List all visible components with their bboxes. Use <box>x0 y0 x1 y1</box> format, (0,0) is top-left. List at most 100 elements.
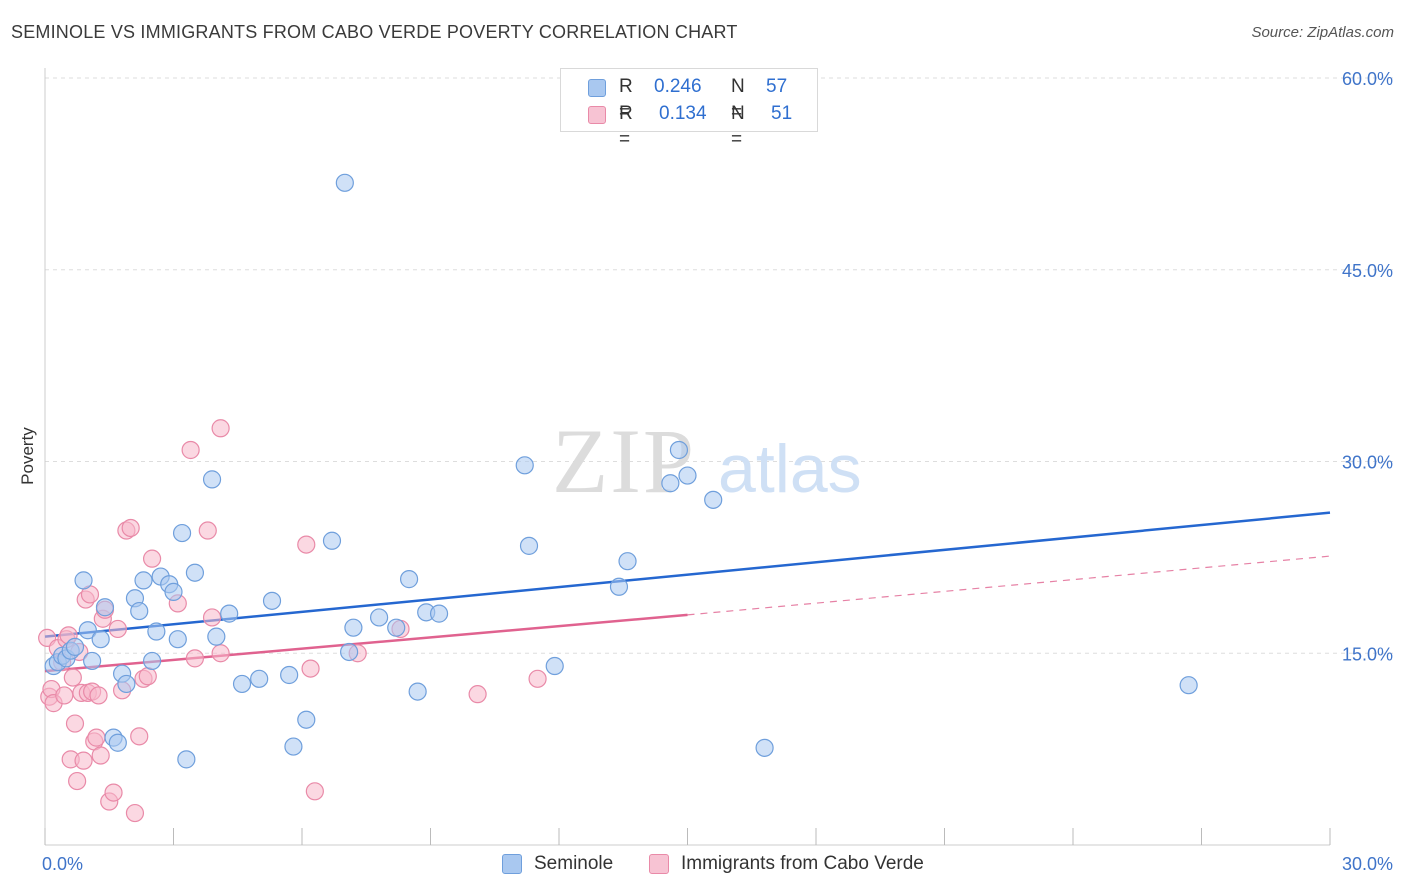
seminole-point <box>322 531 342 550</box>
seminole-point <box>284 737 303 756</box>
watermark-atlas: atlas <box>718 431 862 507</box>
cabo-verde-point <box>74 751 93 770</box>
seminole-point <box>669 440 689 460</box>
n-label: N = <box>731 76 745 123</box>
cabo-verde-point <box>198 521 217 540</box>
r-label: R = <box>619 76 633 123</box>
seminole-point <box>202 470 222 489</box>
data-points <box>38 173 1198 823</box>
cabo-verde-point <box>125 803 145 823</box>
gridlines <box>45 77 1393 654</box>
cabo-verde-point <box>121 518 140 538</box>
seminole-point <box>74 571 93 590</box>
seminole-point <box>545 656 564 676</box>
seminole-point <box>262 591 282 610</box>
seminole-point <box>297 710 316 729</box>
seminole-point <box>519 536 539 555</box>
seminole-point <box>177 750 196 769</box>
seminole-point <box>168 630 187 649</box>
seminole-point <box>172 523 192 543</box>
seminole-point <box>704 490 723 509</box>
seminole-point <box>340 642 359 662</box>
seminole-point <box>609 577 629 596</box>
cabo-verde-point <box>63 668 82 687</box>
y-tick-label: 15.0% <box>1342 644 1393 664</box>
cabo-verde-point <box>142 549 162 568</box>
seminole-point <box>335 173 354 192</box>
y-tick-label: 30.0% <box>1342 453 1393 473</box>
cabo-verde-point <box>130 727 149 746</box>
seminole-point <box>185 563 205 582</box>
cabo-verde-point <box>89 686 108 705</box>
cabo-verde-point <box>202 608 222 627</box>
seminole-point <box>83 651 102 671</box>
axes <box>44 68 1331 846</box>
cabo-verde-trend-extension <box>687 555 1331 616</box>
seminole-point <box>78 621 97 640</box>
seminole-swatch <box>588 79 606 97</box>
seminole-point <box>678 466 697 485</box>
cabo-verde-point <box>87 728 106 747</box>
seminole-point <box>108 733 127 752</box>
stats-legend: R = 0.246 N = 57 R = 0.134 N = 51 <box>560 68 818 150</box>
cabo-verde-point <box>301 659 320 678</box>
seminole-point <box>408 682 427 701</box>
cabo-verde-point <box>104 783 123 802</box>
watermark: ZIP atlas <box>552 410 862 512</box>
seminole-point <box>220 604 239 623</box>
seminole-point <box>387 618 406 637</box>
r-value-seminole: 0.246 <box>654 76 702 97</box>
cabo-verde-point <box>55 686 74 705</box>
seminole-point <box>207 627 226 646</box>
seminole-point <box>147 622 166 641</box>
seminole-point <box>661 474 680 493</box>
seminole-swatch <box>502 854 522 874</box>
y-axis-label: Poverty <box>18 427 37 485</box>
seminole-point <box>130 601 149 621</box>
n-value-cabo-verde: 51 <box>771 103 793 124</box>
cabo-verde-point <box>91 746 110 765</box>
cabo-verde-swatch <box>649 854 669 874</box>
seminole-point <box>429 604 449 623</box>
seminole-point <box>370 608 389 627</box>
seminole-point <box>164 582 183 601</box>
legend-label-cabo-verde: Immigrants from Cabo Verde <box>681 853 924 874</box>
cabo-verde-point <box>468 685 487 704</box>
cabo-verde-point <box>305 782 324 801</box>
seminole-trend-line <box>44 511 1331 638</box>
x-tick-label: 30.0% <box>1342 854 1393 874</box>
r-value-cabo-verde: 0.134 <box>659 103 707 124</box>
seminole-point <box>250 669 269 688</box>
cabo-verde-point <box>68 771 87 791</box>
seminole-point <box>344 618 363 637</box>
seminole-point <box>142 651 162 671</box>
cabo-verde-point <box>211 644 230 663</box>
seminole-point <box>232 674 252 694</box>
seminole-point <box>134 571 153 590</box>
seminole-point <box>755 738 774 757</box>
seminole-point <box>91 630 110 649</box>
tick-labels: 15.0% 30.0% 45.0% 60.0% 0.0% 30.0% <box>42 69 1393 874</box>
n-value-seminole: 57 <box>766 76 788 97</box>
seminole-point <box>95 598 115 617</box>
y-tick-label: 45.0% <box>1342 261 1393 281</box>
watermark-zip: ZIP <box>552 410 696 512</box>
seminole-point <box>399 570 419 589</box>
cabo-verde-point <box>138 667 157 686</box>
chart-title: SEMINOLE VS IMMIGRANTS FROM CABO VERDE P… <box>11 22 738 42</box>
seminole-point <box>65 637 85 656</box>
cabo-verde-trend-line <box>44 613 688 673</box>
trend-lines <box>44 511 1331 673</box>
cabo-verde-point <box>65 714 85 733</box>
cabo-verde-point <box>297 535 316 554</box>
cabo-verde-point <box>185 649 205 668</box>
cabo-verde-point <box>528 669 547 688</box>
seminole-point <box>1179 676 1198 695</box>
cabo-verde-point <box>108 619 127 639</box>
legend-label-seminole: Seminole <box>534 853 614 874</box>
seminole-point <box>117 674 136 694</box>
y-tick-label: 60.0% <box>1342 69 1393 89</box>
cabo-verde-swatch <box>588 106 606 124</box>
series-legend: Seminole Immigrants from Cabo Verde <box>0 850 1406 878</box>
